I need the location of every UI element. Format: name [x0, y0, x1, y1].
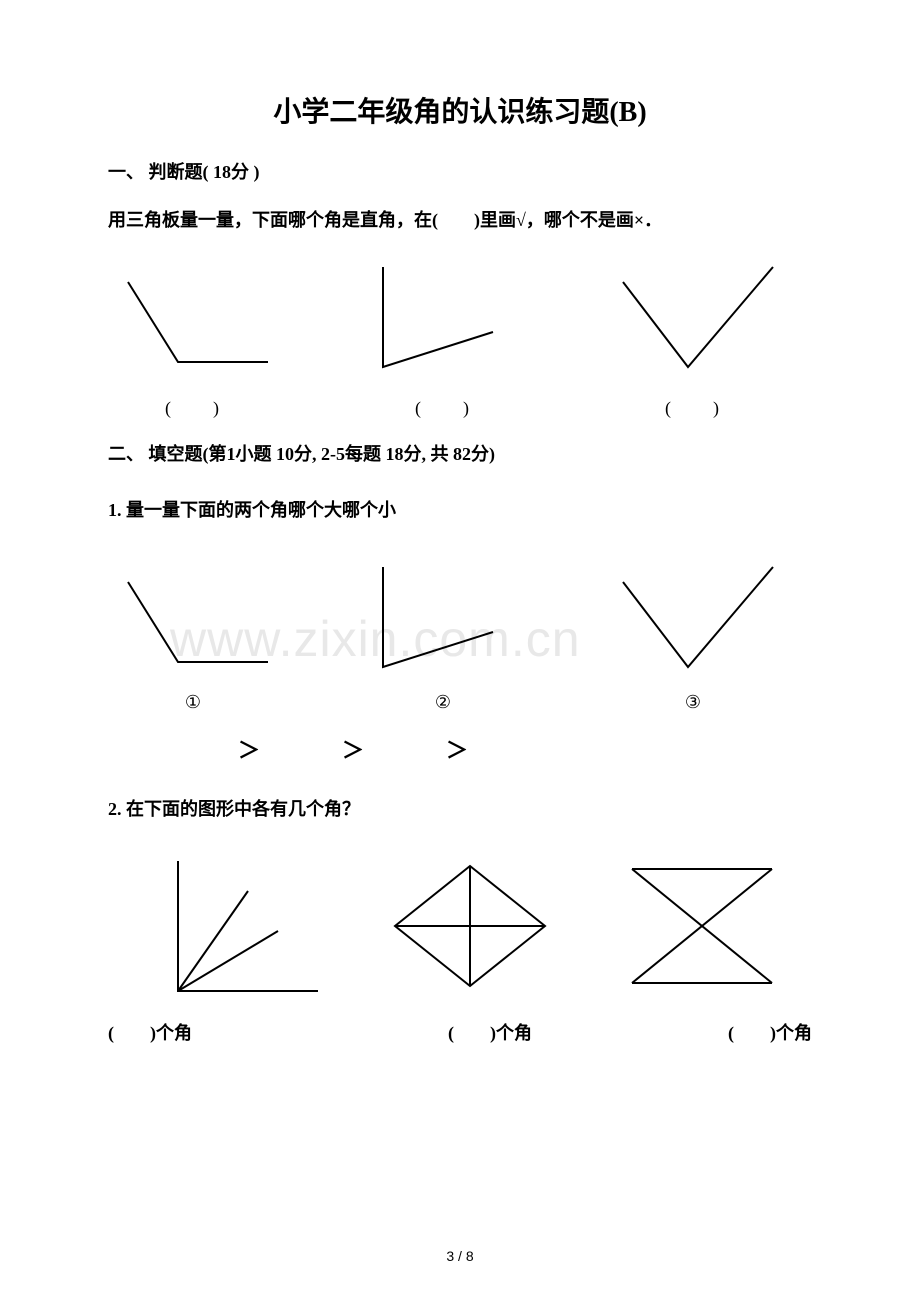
section-2-heading: 二、 填空题(第1小题 10分, 2-5每题 18分, 共 82分) [108, 440, 812, 466]
shape-figure-3 [612, 851, 792, 1001]
shape-figure-2 [380, 851, 560, 1001]
page-footer: 3 / 8 [0, 1248, 920, 1264]
compare-cell-2: ② [358, 562, 528, 713]
section-1-heading: 一、 判断题( 18分 ) [108, 158, 812, 184]
compare-angle-2 [358, 562, 528, 682]
angle-figure-1 [108, 262, 278, 382]
question-1-text: 1. 量一量下面的两个角哪个大哪个小 [108, 496, 812, 522]
compare-label-1: ① [185, 692, 201, 713]
worksheet-page: 小学二年级角的认识练习题(B) 一、 判断题( 18分 ) 用三角板量一量，下面… [0, 0, 920, 1085]
shape-figure-1 [148, 851, 328, 1001]
section-1-instruction: 用三角板量一量，下面哪个角是直角，在( )里画√，哪个不是画×． [108, 206, 812, 232]
answer-paren-2: ( ) [415, 394, 471, 420]
compare-label-3: ③ [685, 692, 701, 713]
compare-angle-1 [108, 562, 278, 682]
angle-cell-1: ( ) [108, 262, 278, 420]
compare-cell-3: ③ [608, 562, 778, 713]
count-label-1: ( )个角 [108, 1019, 192, 1045]
compare-angle-3 [608, 562, 778, 682]
comparison-answer-row: ＞ ＞ ＞ [108, 733, 812, 765]
compare-label-2: ② [435, 692, 451, 713]
angle-cell-3: ( ) [608, 262, 778, 420]
angle-figure-2 [358, 262, 528, 382]
count-angles-row [108, 851, 812, 1001]
judge-angle-row: ( ) ( ) ( ) [108, 262, 812, 420]
angle-cell-2: ( ) [358, 262, 528, 420]
compare-cell-1: ① [108, 562, 278, 713]
count-label-2: ( )个角 [388, 1019, 532, 1045]
question-2-text: 2. 在下面的图形中各有几个角？ [108, 795, 812, 821]
count-angles-labels: ( )个角 ( )个角 ( )个角 [108, 1019, 812, 1045]
answer-paren-1: ( ) [165, 394, 221, 420]
angle-figure-3 [608, 262, 778, 382]
page-title: 小学二年级角的认识练习题(B) [108, 90, 812, 130]
count-label-3: ( )个角 [728, 1019, 812, 1045]
compare-angle-row: ① ② ③ [108, 562, 812, 713]
answer-paren-3: ( ) [665, 394, 721, 420]
